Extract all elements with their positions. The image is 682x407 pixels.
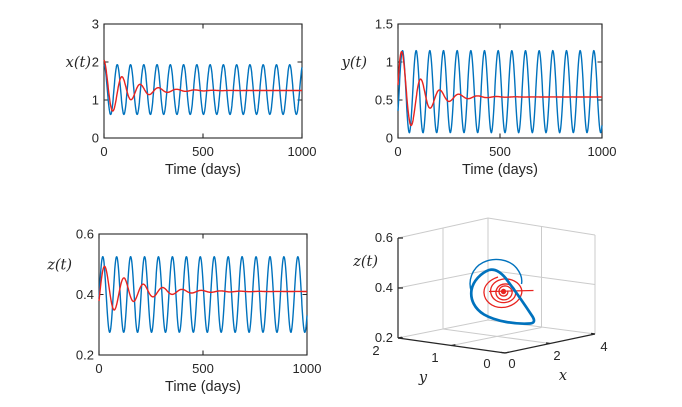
box3d-top-edges xyxy=(397,217,596,239)
x-tick-label: 1000 xyxy=(588,144,617,159)
y-tick-label: 0.5 xyxy=(375,93,393,108)
subplot-y-vs-time: 0 500 1000 0 0.5 1 1.5 Time (days) y(t) xyxy=(341,17,617,179)
floor-grid-x-mid xyxy=(442,328,551,344)
y-axis-label: y(t) xyxy=(341,55,367,71)
z-tick-label: 0.2 xyxy=(375,330,393,345)
series-line-red xyxy=(103,59,303,112)
wall-grid-z-mid xyxy=(397,269,596,289)
y-tick-label: 0 xyxy=(92,131,99,146)
x-axis-label: Time (days) xyxy=(165,162,241,178)
y-tick-label: 0.6 xyxy=(76,227,94,242)
approach-arc-3d xyxy=(469,258,523,293)
x-tick-label: 0 xyxy=(95,361,102,376)
y-tick-label: 1.5 xyxy=(375,17,393,32)
y-tick-label: 0 xyxy=(386,131,393,146)
y-axis-label: y xyxy=(418,370,428,386)
y-tick-label: 0.4 xyxy=(76,287,94,302)
y-tick-label: 1 xyxy=(431,350,438,365)
y-tick-label: 0.2 xyxy=(76,348,94,363)
y-tick-label: 1 xyxy=(92,93,99,108)
series-line-red xyxy=(397,51,603,127)
subplot-x-vs-time: 0 500 1000 0 1 2 3 Time (days) x(t) xyxy=(66,17,317,179)
z-axis-label: z(t) xyxy=(352,254,378,270)
y-tick-label: 2 xyxy=(372,343,379,358)
axes3d-axes xyxy=(397,237,596,354)
z-tick-label: 0.4 xyxy=(375,280,393,295)
x-tick-label: 0 xyxy=(100,144,107,159)
x-tick-label: 500 xyxy=(192,144,214,159)
series-line-blue xyxy=(103,63,303,116)
z-axis-ticks xyxy=(398,237,403,339)
x-tick-label: 500 xyxy=(489,144,511,159)
y-tick-label: 3 xyxy=(92,17,99,32)
series-line-blue xyxy=(98,256,308,333)
y-tick-label: 2 xyxy=(92,55,99,70)
x-tick-label: 4 xyxy=(600,339,607,354)
x-axis-ticks xyxy=(501,332,596,354)
z-tick-label: 0.6 xyxy=(375,230,393,245)
equilibrium-point-marker xyxy=(500,288,507,295)
series-line-blue xyxy=(397,49,603,134)
x-tick-label: 0 xyxy=(394,144,401,159)
x-tick-label: 2 xyxy=(553,348,560,363)
subplot-z-vs-time: 0 500 1000 0.2 0.4 0.6 Time (days) z(t) xyxy=(46,227,321,396)
limit-cycle-3d xyxy=(469,268,536,326)
y-axis-label: z(t) xyxy=(46,257,72,273)
x-tick-label: 0 xyxy=(508,356,515,371)
x-axis-label: x xyxy=(559,368,567,384)
x-axis-label: Time (days) xyxy=(462,162,538,178)
box3d-floor-back-edges xyxy=(397,319,596,339)
y-axis-label: x(t) xyxy=(66,55,91,71)
y-tick-label: 0 xyxy=(483,356,490,371)
x-tick-label: 1000 xyxy=(293,361,322,376)
x-tick-label: 1000 xyxy=(288,144,317,159)
x-tick-label: 500 xyxy=(192,361,214,376)
series-line-red xyxy=(98,265,308,311)
x-axis-label: Time (days) xyxy=(165,379,241,395)
y-tick-label: 1 xyxy=(386,55,393,70)
subplot-3d-phase-portrait: 0.6 0.4 0.2 2 1 0 0 2 4 z(t) y x xyxy=(352,217,608,386)
